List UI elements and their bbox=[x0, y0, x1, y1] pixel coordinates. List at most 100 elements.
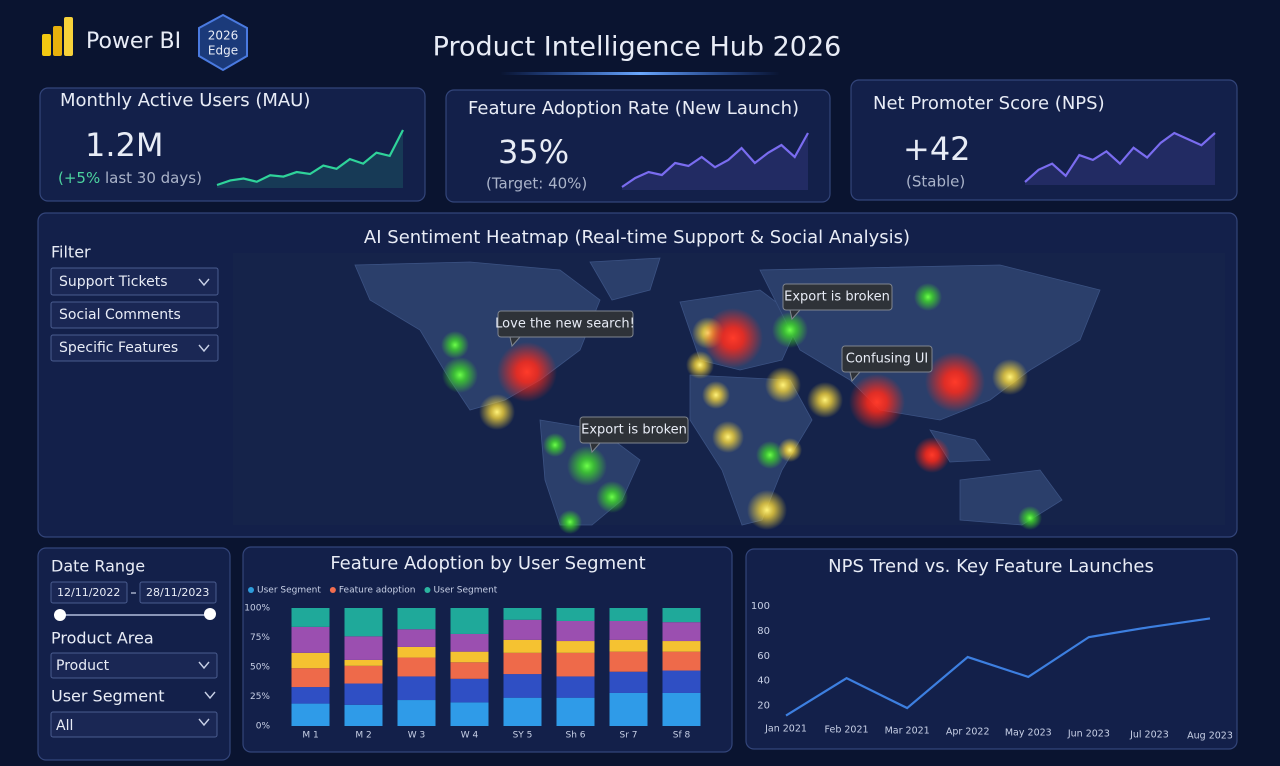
kpi-delta: (+5% bbox=[58, 169, 100, 187]
date-input[interactable] bbox=[139, 581, 217, 604]
date-value[interactable]: 28/11/2023 bbox=[146, 586, 209, 599]
filter-dropdown[interactable] bbox=[50, 334, 219, 362]
filter-heading: User Segment bbox=[51, 687, 165, 706]
kpi-title: Monthly Active Users (MAU) bbox=[60, 90, 310, 111]
x-tick-label: Sh 6 bbox=[565, 731, 585, 741]
bar-segment bbox=[662, 622, 701, 642]
bar-segment bbox=[344, 636, 383, 660]
kpi-card bbox=[39, 87, 426, 202]
sparkline bbox=[216, 129, 404, 187]
kpi-card bbox=[445, 89, 831, 203]
kpi-note: (+5% last 30 days) bbox=[58, 169, 202, 187]
callout-text: Export is broken bbox=[581, 423, 687, 438]
bar-segment bbox=[344, 665, 383, 684]
bar-segment bbox=[291, 608, 330, 627]
bar-segment bbox=[556, 608, 595, 621]
bar-segment bbox=[503, 619, 542, 640]
y-tick-label: 40 bbox=[757, 676, 770, 687]
filter-dropdown[interactable] bbox=[50, 267, 219, 296]
bar-segment bbox=[450, 633, 489, 652]
x-tick-label: Aug 2023 bbox=[1187, 731, 1233, 742]
kpi-card bbox=[850, 79, 1238, 201]
x-tick-label: W 4 bbox=[461, 731, 479, 741]
x-tick-label: M 2 bbox=[355, 731, 371, 741]
filter-option[interactable]: Specific Features bbox=[59, 340, 178, 356]
filter-option[interactable]: Social Comments bbox=[59, 307, 181, 323]
heatmap-title: AI Sentiment Heatmap (Real-time Support … bbox=[364, 227, 910, 248]
bar-segment bbox=[291, 703, 330, 726]
legend-label: User Segment bbox=[257, 586, 321, 596]
chevron bbox=[198, 278, 210, 287]
bar-segment bbox=[662, 641, 701, 652]
y-tick-label: 50% bbox=[250, 663, 270, 673]
bar-segment bbox=[291, 652, 330, 669]
chevron bbox=[204, 691, 216, 700]
bar-segment bbox=[556, 652, 595, 677]
badge bbox=[198, 13, 248, 72]
bar-segment bbox=[662, 670, 701, 693]
badge-line: 2026 bbox=[208, 29, 239, 43]
slider-handle[interactable] bbox=[54, 609, 66, 621]
bar-segment bbox=[503, 639, 542, 653]
y-tick-label: 80 bbox=[757, 626, 770, 637]
x-tick-label: Mar 2021 bbox=[885, 726, 930, 737]
bar-segment bbox=[609, 651, 648, 672]
bar-segment bbox=[556, 620, 595, 642]
product-dropdown[interactable] bbox=[50, 652, 218, 679]
sparkline-fill bbox=[217, 130, 403, 188]
date-value[interactable]: 12/11/2022 bbox=[57, 586, 120, 599]
sentiment-hotspots bbox=[441, 283, 1042, 534]
filter-option-box[interactable] bbox=[50, 301, 219, 329]
bar-segment bbox=[662, 608, 701, 623]
bar-segment bbox=[556, 676, 595, 698]
kpi-note: (Stable) bbox=[906, 173, 965, 191]
bar-segment bbox=[397, 676, 436, 701]
bar-segment bbox=[397, 629, 436, 647]
legend-label: Feature adoption bbox=[339, 586, 416, 596]
x-tick-label: Apr 2022 bbox=[946, 727, 990, 738]
filter-label: Filter bbox=[51, 243, 91, 262]
bar-segment bbox=[397, 646, 436, 658]
page-title: Product Intelligence Hub 2026 bbox=[433, 32, 842, 63]
filter-option[interactable]: Support Tickets bbox=[59, 274, 168, 290]
bar-segment bbox=[609, 608, 648, 621]
x-tick-label: Sr 7 bbox=[620, 731, 638, 741]
line-chart-panel bbox=[745, 548, 1238, 750]
sparkline-fill bbox=[622, 133, 808, 190]
x-tick-label: Jun 2023 bbox=[1067, 729, 1110, 740]
dropdown-value[interactable]: All bbox=[56, 718, 73, 734]
y-tick-label: 25% bbox=[250, 692, 270, 702]
bar-segment bbox=[397, 657, 436, 677]
x-tick-label: Jan 2021 bbox=[764, 724, 807, 735]
bar-segment bbox=[609, 692, 648, 726]
segment-dropdown[interactable] bbox=[50, 711, 218, 738]
bar-segment bbox=[503, 608, 542, 620]
legend-dot bbox=[248, 587, 254, 593]
bar-segment bbox=[609, 671, 648, 693]
sparkline bbox=[621, 132, 809, 188]
chart-title: Feature Adoption by User Segment bbox=[330, 553, 645, 574]
kpi-value: +42 bbox=[903, 130, 971, 168]
date-input[interactable] bbox=[50, 581, 128, 604]
legend-dot bbox=[424, 587, 431, 593]
bar-segment bbox=[503, 674, 542, 698]
slider-handle[interactable] bbox=[204, 608, 216, 620]
bar-segment bbox=[503, 652, 542, 675]
kpi-value: 35% bbox=[498, 133, 569, 171]
bar-segment bbox=[450, 651, 489, 663]
dropdown-value[interactable]: Product bbox=[56, 658, 110, 674]
bar-segment bbox=[609, 639, 648, 652]
y-tick-label: 60 bbox=[757, 651, 770, 662]
bar-segment bbox=[450, 678, 489, 703]
kpi-title: Feature Adoption Rate (New Launch) bbox=[468, 98, 799, 119]
bar-segment bbox=[556, 697, 595, 726]
bar-segment bbox=[291, 687, 330, 704]
bar-segment bbox=[344, 683, 383, 705]
bar-segment bbox=[344, 659, 383, 666]
callout-text: Export is broken bbox=[784, 290, 890, 305]
callout-text: Love the new search! bbox=[495, 317, 635, 332]
x-tick-label: Jul 2023 bbox=[1129, 730, 1169, 741]
y-tick-label: 100 bbox=[751, 601, 770, 612]
bar-segment bbox=[662, 692, 701, 726]
